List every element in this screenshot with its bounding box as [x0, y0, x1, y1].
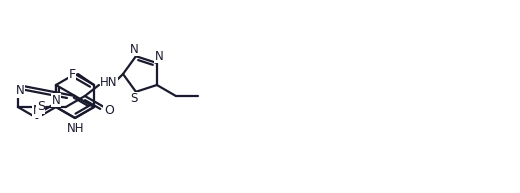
- Text: NH: NH: [67, 122, 85, 135]
- Text: O: O: [104, 104, 114, 118]
- Text: N: N: [51, 93, 60, 107]
- Text: N: N: [16, 85, 24, 97]
- Text: F: F: [69, 68, 75, 80]
- Text: N: N: [154, 49, 163, 63]
- Text: N: N: [33, 104, 41, 118]
- Text: S: S: [130, 92, 138, 105]
- Text: HN: HN: [100, 75, 118, 89]
- Text: N: N: [129, 43, 138, 56]
- Text: S: S: [37, 101, 45, 113]
